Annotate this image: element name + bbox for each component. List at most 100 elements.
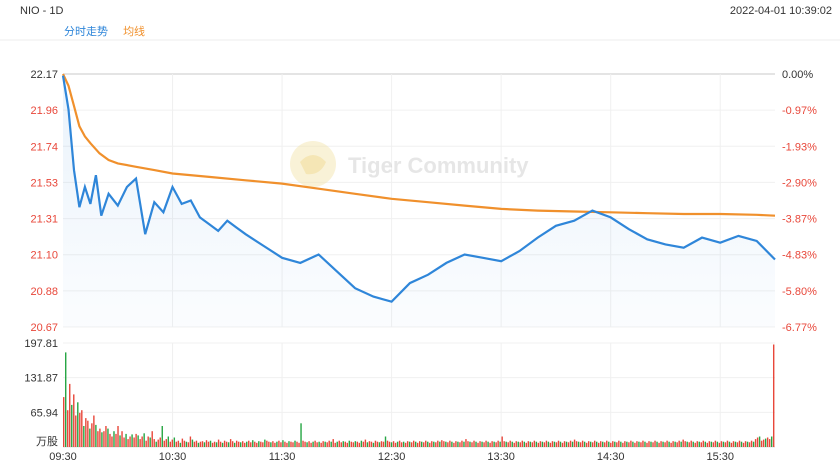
volume-bar [233, 442, 236, 447]
volume-bar [105, 426, 107, 447]
volume-bar [362, 441, 365, 447]
volume-bar [187, 442, 190, 447]
volume-bar [598, 442, 600, 447]
time-tick: 09:30 [49, 451, 77, 463]
volume-bar [410, 442, 413, 447]
volume-bar [113, 431, 115, 447]
volume-bar [658, 442, 660, 447]
volume-bar [121, 431, 123, 447]
volume-bar [575, 441, 578, 447]
volume-bar [175, 441, 178, 447]
time-tick: 12:30 [378, 451, 406, 463]
volume-axis: 197.81 131.87 65.94 万股 [24, 338, 58, 448]
volume-bar [505, 441, 507, 447]
volume-bar [157, 439, 159, 447]
volume-bar [326, 442, 328, 447]
volume-bar [197, 442, 200, 447]
volume-bar [358, 442, 361, 447]
volume-bar [740, 441, 743, 447]
volume-bar [525, 442, 528, 447]
volume-bar [115, 433, 117, 447]
volume-bar [632, 441, 634, 447]
volume-bar [221, 442, 224, 447]
volume-unit: 万股 [36, 435, 58, 448]
volume-bar [656, 441, 658, 447]
volume-bar [282, 440, 284, 447]
volume-bar [551, 441, 554, 447]
volume-bar [507, 442, 509, 447]
volume-bar [376, 441, 379, 447]
volume-bar [521, 440, 523, 447]
volume-bar [698, 441, 700, 447]
volume-bar [670, 442, 672, 447]
volume-bar [712, 442, 715, 447]
price-layer [61, 73, 776, 327]
volume-bar [674, 441, 676, 447]
volume-bar [638, 441, 640, 447]
volume-bar [280, 442, 282, 447]
symbol-title: NIO - 1D [20, 5, 64, 17]
volume-bar [161, 426, 163, 447]
volume-bar [211, 442, 214, 447]
percent-tick: -6.77% [782, 322, 817, 334]
volume-bar [392, 441, 395, 447]
volume-bar [268, 441, 270, 447]
volume-bar [330, 441, 332, 447]
volume-bar [700, 442, 702, 447]
volume-bar [119, 435, 121, 447]
volume-bar [545, 440, 548, 447]
volume-bar [531, 442, 534, 447]
volume-bar [706, 442, 709, 447]
legend-price[interactable]: 分时走势 [64, 26, 108, 38]
volume-bar [374, 440, 377, 447]
volume-bar [469, 441, 471, 447]
volume-bar [139, 439, 141, 447]
volume-bar [239, 442, 242, 447]
volume-bar [742, 442, 745, 447]
volume-bar [515, 441, 517, 447]
volume-bar [581, 440, 584, 447]
volume-bar [123, 437, 125, 447]
volume-bar [199, 441, 202, 447]
volume-bar [388, 441, 391, 447]
volume-bar [380, 441, 383, 447]
volume-bar [324, 441, 326, 447]
volume-bar [252, 440, 254, 447]
volume-bar [666, 440, 668, 447]
volume-bar [772, 344, 775, 447]
avg-line [62, 73, 776, 217]
volume-bar [602, 441, 604, 447]
price-tick: 20.88 [30, 286, 58, 298]
volume-bar [760, 440, 763, 447]
volume-bar [404, 442, 407, 447]
volume-bar [177, 440, 180, 447]
legend-avg[interactable]: 均线 [123, 26, 146, 38]
volume-bar [481, 441, 483, 447]
time-tick: 15:30 [706, 451, 734, 463]
volume-bar [770, 436, 773, 447]
volume-bar [668, 441, 670, 447]
volume-bar [101, 432, 103, 447]
volume-bar [366, 442, 369, 447]
volume-bar [493, 441, 495, 447]
volume-bar [69, 383, 71, 447]
volume-bar [471, 442, 473, 447]
volume-bar [412, 440, 415, 447]
volume-bar [419, 441, 421, 447]
volume-bar [225, 441, 228, 447]
volume-bar [748, 442, 751, 447]
percent-tick: -3.87% [782, 214, 817, 226]
volume-bar [754, 439, 757, 447]
legend: 分时走势 均线 [64, 23, 157, 39]
volume-bar [688, 442, 690, 447]
volume-bar [465, 439, 467, 447]
volume-bar [416, 442, 419, 447]
percent-tick: -5.80% [782, 286, 817, 298]
volume-bar [179, 442, 182, 447]
volume-bar [302, 440, 304, 447]
volume-bar [555, 442, 558, 447]
volume-bar [577, 441, 580, 447]
volume-bar [91, 423, 93, 447]
volume-bar [272, 441, 274, 447]
volume-bar [720, 441, 723, 447]
